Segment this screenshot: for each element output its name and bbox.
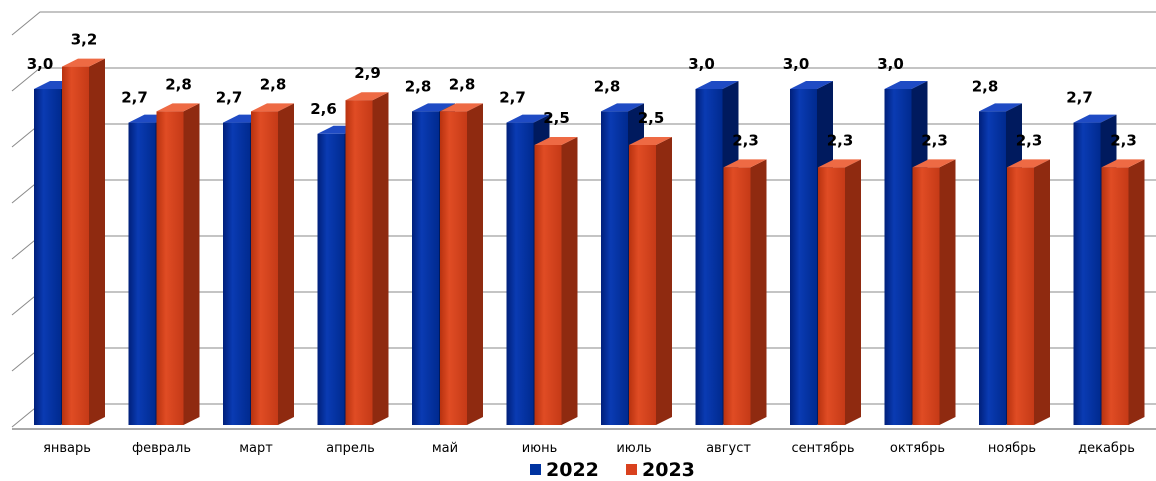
data-label-2023: 2,8 <box>260 75 287 93</box>
data-label-2023: 2,3 <box>732 131 759 149</box>
category-label: август <box>706 441 751 456</box>
bar-2023 <box>534 137 578 425</box>
category-label: июнь <box>522 441 558 456</box>
category-label: ноябрь <box>988 441 1036 456</box>
data-label-2023: 2,3 <box>827 131 854 149</box>
category-label: май <box>432 441 458 456</box>
bar-2023 <box>723 159 767 425</box>
data-label-2023: 2,3 <box>1016 131 1043 149</box>
category-label: октябрь <box>890 441 945 456</box>
bar-2023 <box>629 137 672 425</box>
bar-2023 <box>345 92 389 425</box>
bar-2023 <box>156 103 200 426</box>
data-label-2023: 3,2 <box>71 31 98 49</box>
bar-2023 <box>440 103 483 426</box>
data-label-2022: 3,0 <box>783 55 810 73</box>
bar-2023 <box>62 58 105 425</box>
legend: 2022 2023 <box>530 459 695 481</box>
data-label-2022: 2,6 <box>310 100 337 118</box>
category-label: сентябрь <box>792 441 855 456</box>
bars <box>34 58 1145 426</box>
data-labels: 3,0 3,2 2,7 2,8 2,7 2,8 2,6 2,9 2,8 2,8 2,7 2,5 2,8 2… <box>27 31 1137 150</box>
data-label-2022: 2,7 <box>216 89 243 107</box>
data-label-2023: 2,3 <box>1110 131 1137 149</box>
data-label-2023: 2,5 <box>638 109 665 127</box>
bar-2023 <box>251 103 294 426</box>
data-label-2023: 2,8 <box>449 75 476 93</box>
bar-2023 <box>1007 159 1050 425</box>
category-label: январь <box>43 441 91 456</box>
legend-label: 2022 <box>546 459 599 481</box>
legend-label: 2023 <box>642 459 695 481</box>
data-label-2023: 2,3 <box>921 131 948 149</box>
data-label-2023: 2,8 <box>165 75 192 93</box>
data-label-2022: 2,8 <box>594 77 621 95</box>
data-label-2022: 2,7 <box>121 89 148 107</box>
data-label-2022: 3,0 <box>877 55 904 73</box>
legend-swatch <box>530 464 541 475</box>
bar-2023 <box>912 159 956 425</box>
data-label-2022: 3,0 <box>27 55 54 73</box>
category-label: март <box>239 441 273 456</box>
bar-2023 <box>1101 159 1145 425</box>
data-label-2022: 2,8 <box>972 77 999 95</box>
gridline <box>11 67 1156 92</box>
legend-swatch <box>626 464 637 475</box>
data-label-2023: 2,9 <box>354 64 381 82</box>
data-label-2022: 2,8 <box>405 77 432 95</box>
data-label-2022: 2,7 <box>1066 89 1093 107</box>
data-label-2023: 2,5 <box>543 109 570 127</box>
category-label: февраль <box>132 441 191 456</box>
gridline <box>11 11 1156 36</box>
category-label: июль <box>616 441 651 456</box>
category-label: апрель <box>326 441 375 456</box>
bar-2023 <box>818 159 861 425</box>
category-labels: январь февраль март апрель май июнь июль август… <box>43 441 1135 456</box>
data-label-2022: 3,0 <box>688 55 715 73</box>
data-label-2022: 2,7 <box>499 89 526 107</box>
category-label: декабрь <box>1078 441 1135 456</box>
